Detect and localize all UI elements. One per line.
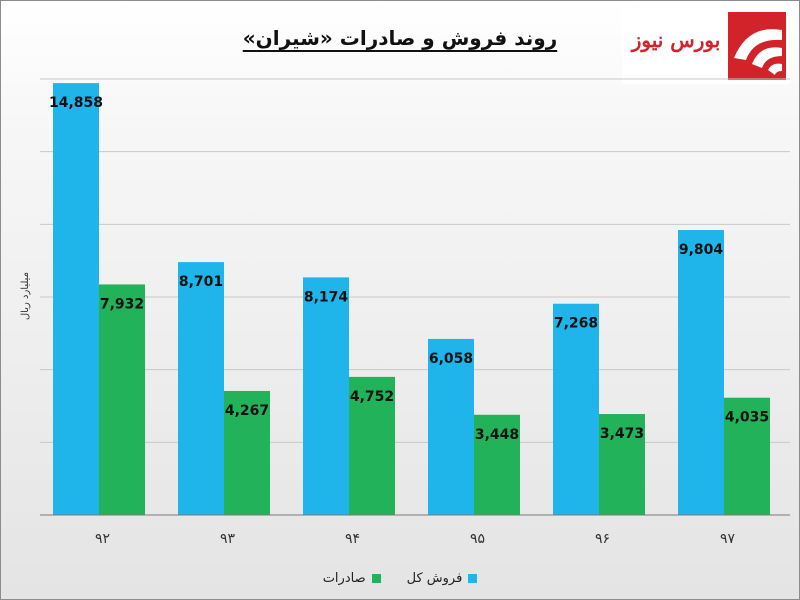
data-label-total-sales-0: 14,858 [49, 95, 103, 111]
bar-exports-0 [99, 284, 145, 515]
x-tick-label: ۹۲ [95, 531, 110, 547]
bar-exports-4 [599, 414, 645, 515]
data-label-total-sales-1: 8,701 [179, 274, 223, 290]
x-tick-label: ۹۶ [595, 531, 610, 547]
legend-label-total-sales: فروش کل [406, 570, 463, 586]
bar-total-sales-3 [428, 338, 474, 515]
data-label-total-sales-4: 7,268 [554, 316, 598, 332]
x-tick-label: ۹۴ [345, 531, 360, 547]
data-label-exports-2: 4,752 [350, 389, 394, 405]
legend-swatch-exports [371, 573, 381, 583]
x-tick-label: ۹۷ [720, 531, 736, 547]
bar-exports-3 [474, 414, 520, 515]
logo-text: بورس نیوز [631, 28, 721, 52]
legend-item-exports: صادرات [323, 571, 381, 586]
legend-item-total-sales: فروش کل [407, 571, 478, 586]
data-label-exports-0: 7,932 [100, 296, 144, 312]
x-tick-label: ۹۳ [220, 531, 236, 547]
data-label-exports-5: 4,035 [725, 410, 769, 426]
data-label-total-sales-5: 9,804 [679, 242, 724, 258]
bar-total-sales-0 [53, 83, 99, 515]
bar-exports-2 [349, 376, 395, 515]
legend-swatch-total-sales [468, 573, 478, 583]
bar-exports-5 [724, 397, 770, 515]
chart-title: روند فروش و صادرات «شیران» [242, 26, 558, 50]
legend-label-exports: صادرات [322, 570, 366, 586]
bar-total-sales-1 [178, 262, 224, 515]
bar-total-sales-4 [553, 303, 599, 515]
bar-exports-1 [224, 390, 270, 515]
x-tick-label: ۹۵ [470, 531, 485, 547]
data-label-total-sales-2: 8,174 [304, 289, 349, 305]
bar-total-sales-5 [678, 230, 724, 515]
logo: بورس نیوز [622, 8, 790, 84]
data-label-exports-4: 3,473 [600, 426, 644, 442]
data-label-total-sales-3: 6,058 [429, 351, 473, 367]
logo-swoosh-icon [728, 12, 786, 80]
bar-total-sales-2 [303, 277, 349, 515]
data-label-exports-3: 3,448 [475, 427, 519, 443]
data-label-exports-1: 4,267 [225, 403, 269, 419]
legend: فروش کل صادرات [300, 568, 500, 588]
